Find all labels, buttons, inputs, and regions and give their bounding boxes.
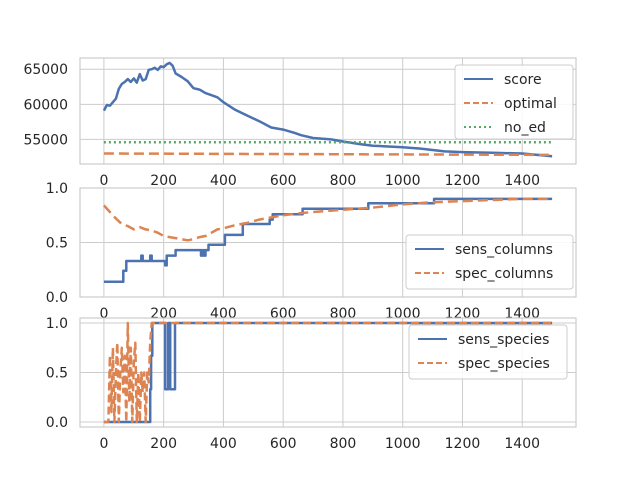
y-tick-label: 60000 xyxy=(23,97,68,113)
x-tick-label: 1400 xyxy=(504,436,540,452)
legend-label-score: score xyxy=(504,72,542,88)
legend-label-optimal: optimal xyxy=(504,96,557,112)
x-tick-label: 0 xyxy=(99,306,108,322)
x-tick-label: 1400 xyxy=(504,173,540,189)
x-tick-label: 200 xyxy=(150,436,177,452)
x-tick-label: 800 xyxy=(330,173,357,189)
legend-label-spec_species: spec_species xyxy=(458,356,550,372)
y-tick-label: 0.0 xyxy=(46,415,68,431)
legend: sens_species spec_species xyxy=(408,324,568,380)
series-line-score xyxy=(102,61,553,158)
series-line-sens_species xyxy=(103,321,553,424)
x-tick-label: 400 xyxy=(210,173,237,189)
x-tick-label: 1200 xyxy=(445,173,481,189)
series-line-spec_columns xyxy=(102,197,553,242)
legend-frame xyxy=(408,324,568,380)
plot-frame xyxy=(79,317,577,428)
y-tick-label: 0.5 xyxy=(46,236,68,252)
series-line-optimal xyxy=(103,152,553,157)
panel-3: 0 200 400 600 800 1000 1200 1400 0.0 0.5 1.0 sens_s… xyxy=(46,316,577,452)
y-tick-label: 1.0 xyxy=(46,181,68,197)
x-tick-label: 600 xyxy=(270,436,297,452)
legend-label-sens_columns: sens_columns xyxy=(455,242,553,258)
panel-1: 0 200 400 600 800 1000 1200 1400 55000 60000 65000… xyxy=(23,57,577,189)
x-tick-label: 1000 xyxy=(385,173,421,189)
y-tick-label: 55000 xyxy=(23,132,68,148)
x-tick-label: 400 xyxy=(210,436,237,452)
series-line-spec_species xyxy=(103,321,553,424)
legend-label-no_ed: no_ed xyxy=(504,120,546,136)
y-tick-label: 1.0 xyxy=(46,316,68,332)
legend-label-sens_species: sens_species xyxy=(458,332,549,348)
legend-frame xyxy=(405,234,574,290)
plot-frame xyxy=(79,57,577,165)
plot-frame xyxy=(79,187,577,298)
x-tick-label: 600 xyxy=(270,173,297,189)
legend: sens_columns spec_columns xyxy=(405,234,574,290)
x-tick-label: 1000 xyxy=(385,436,421,452)
legend: score optimal no_ed xyxy=(454,64,574,140)
series-line-sens_columns xyxy=(103,197,553,283)
legend-label-spec_columns: spec_columns xyxy=(455,266,553,282)
x-tick-label: 0 xyxy=(99,173,108,189)
y-tick-label: 65000 xyxy=(23,62,68,78)
y-tick-label: 0.5 xyxy=(46,366,68,382)
panel-2: 0 200 400 600 800 1000 1200 14000.00.51.0sens_c… xyxy=(46,181,577,322)
x-tick-label: 200 xyxy=(150,173,177,189)
y-tick-label: 0.0 xyxy=(46,290,68,306)
x-tick-label: 800 xyxy=(330,436,357,452)
legend-frame xyxy=(454,64,574,140)
x-tick-label: 0 xyxy=(99,436,108,452)
x-tick-label: 1200 xyxy=(445,436,481,452)
